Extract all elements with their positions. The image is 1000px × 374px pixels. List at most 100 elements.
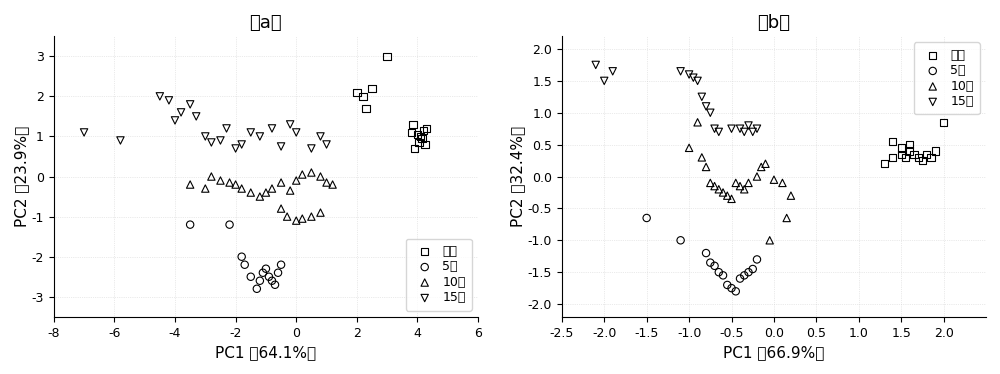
10只	[222, 180, 238, 186]
健康	[876, 161, 892, 167]
15只	[167, 117, 183, 123]
15只	[736, 129, 752, 135]
5只	[270, 270, 286, 276]
健康	[419, 125, 435, 131]
10只	[303, 214, 319, 220]
10只	[264, 186, 280, 191]
15只	[243, 129, 259, 135]
10只	[294, 172, 310, 178]
10只	[279, 214, 295, 220]
5只	[255, 270, 271, 276]
健康	[919, 151, 935, 157]
5只	[243, 274, 259, 280]
健康	[405, 122, 421, 128]
健康	[358, 105, 374, 111]
健康	[417, 141, 433, 147]
5只	[222, 222, 238, 228]
5只	[261, 274, 277, 280]
5只	[711, 269, 727, 275]
10只	[182, 181, 198, 187]
5只	[732, 276, 748, 282]
10只	[762, 237, 778, 243]
5只	[698, 250, 714, 256]
15只	[219, 125, 235, 131]
5只	[249, 286, 265, 292]
10只	[728, 180, 744, 186]
15只	[312, 134, 328, 140]
Y-axis label: PC2 （32.4%）: PC2 （32.4%）	[510, 126, 525, 227]
5只	[234, 254, 250, 260]
健康	[902, 142, 918, 148]
10只	[319, 180, 335, 186]
10只	[228, 181, 244, 187]
5只	[719, 282, 735, 288]
Legend: 健康, 5只, 10只, 15只: 健康, 5只, 10只, 15只	[914, 43, 980, 114]
15只	[596, 78, 612, 84]
10只	[702, 180, 718, 186]
10只	[197, 186, 213, 191]
15只	[740, 123, 756, 129]
10只	[779, 215, 795, 221]
15只	[605, 68, 621, 74]
5只	[740, 269, 756, 275]
15只	[749, 126, 765, 132]
10只	[774, 180, 790, 186]
15只	[732, 126, 748, 132]
健康	[902, 148, 918, 154]
X-axis label: PC1 （66.9%）: PC1 （66.9%）	[723, 345, 825, 360]
健康	[936, 119, 952, 125]
健康	[414, 135, 430, 141]
健康	[349, 89, 365, 95]
健康	[416, 128, 432, 134]
10只	[753, 164, 769, 170]
10只	[312, 209, 328, 215]
15只	[303, 145, 319, 151]
15只	[681, 71, 697, 77]
15只	[188, 113, 204, 119]
Legend: 健康, 5只, 10只, 15只: 健康, 5只, 10只, 15只	[406, 239, 472, 310]
15只	[685, 75, 701, 81]
10只	[707, 183, 723, 189]
10只	[273, 180, 289, 186]
健康	[885, 138, 901, 144]
15只	[711, 129, 727, 135]
健康	[893, 151, 909, 157]
10只	[766, 177, 782, 183]
10只	[252, 194, 268, 200]
10只	[288, 178, 304, 184]
健康	[364, 85, 380, 91]
健康	[927, 148, 943, 154]
健康	[910, 154, 926, 160]
15只	[702, 110, 718, 116]
15只	[182, 101, 198, 107]
健康	[411, 140, 427, 145]
10只	[757, 161, 773, 167]
10只	[258, 190, 274, 196]
健康	[355, 94, 371, 99]
15只	[264, 125, 280, 131]
10只	[783, 193, 799, 199]
5只	[728, 288, 744, 294]
Title: （a）: （a）	[250, 14, 282, 32]
Title: （b）: （b）	[757, 14, 790, 32]
10只	[294, 216, 310, 222]
15只	[76, 129, 92, 135]
15只	[694, 94, 710, 100]
15只	[234, 141, 250, 147]
10只	[312, 174, 328, 180]
15只	[228, 145, 244, 151]
15只	[197, 134, 213, 140]
5只	[673, 237, 689, 243]
15只	[203, 140, 219, 145]
15只	[112, 138, 128, 144]
5只	[707, 263, 723, 269]
10只	[736, 186, 752, 192]
10只	[715, 190, 731, 196]
5只	[252, 278, 268, 284]
10只	[694, 154, 710, 160]
10只	[212, 178, 228, 184]
15只	[698, 103, 714, 109]
健康	[379, 53, 395, 59]
15只	[173, 110, 189, 116]
5只	[237, 262, 253, 268]
